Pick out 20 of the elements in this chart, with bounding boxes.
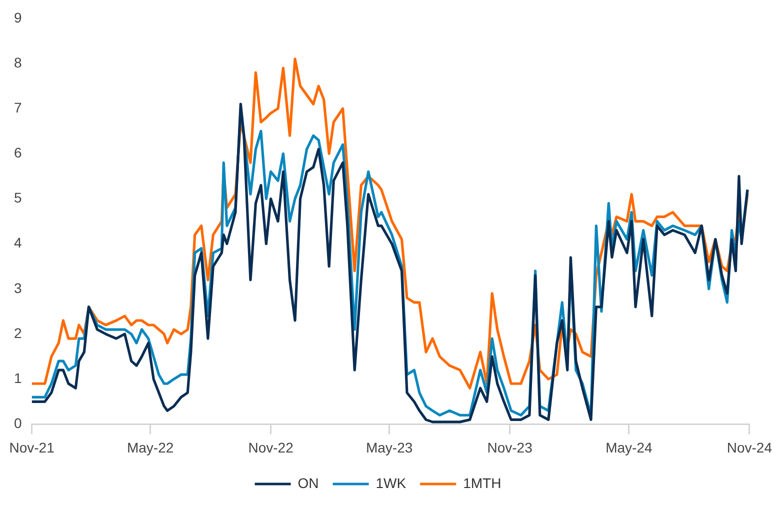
x-tick-label: Nov-21 <box>9 439 55 456</box>
y-tick-label: 7 <box>14 99 22 116</box>
x-tick-label: May-23 <box>366 439 413 456</box>
y-tick-label: 4 <box>14 234 22 251</box>
y-tick-label: 6 <box>14 144 22 161</box>
legend-label: 1WK <box>376 474 407 491</box>
y-tick-label: 5 <box>14 190 22 206</box>
legend-label: 1MTH <box>463 474 502 491</box>
y-tick-label: 9 <box>14 9 22 26</box>
y-tick-label: 2 <box>14 324 22 341</box>
legend-label: ON <box>298 474 319 491</box>
x-tick-label: Nov-24 <box>726 439 772 456</box>
x-tick-label: May-22 <box>126 439 174 456</box>
x-tick-label: Nov-22 <box>248 439 294 456</box>
y-tick-label: 8 <box>14 54 22 70</box>
y-tick-label: 1 <box>14 370 22 386</box>
x-tick-label: May-24 <box>606 439 653 456</box>
x-tick-label: Nov-23 <box>487 439 533 456</box>
y-tick-label: 3 <box>14 280 22 296</box>
y-tick-label: 0 <box>14 415 22 432</box>
